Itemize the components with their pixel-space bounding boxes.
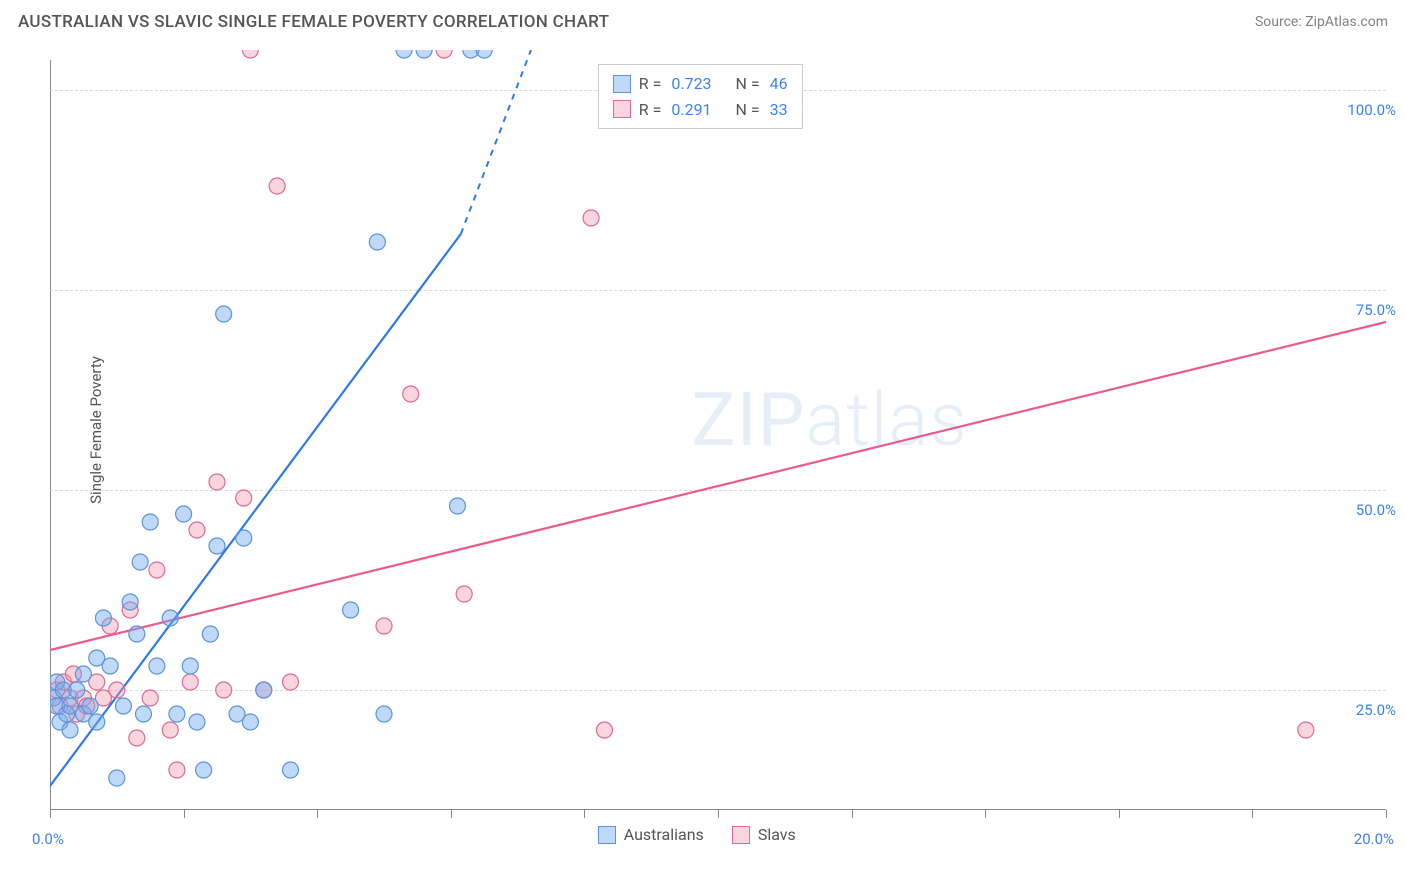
legend-item-slavs: Slavs — [732, 825, 796, 844]
x-tick-mark — [1386, 810, 1387, 818]
x-tick-mark — [584, 810, 585, 818]
x-tick-mark — [1252, 810, 1253, 818]
swatch-slavs-icon — [613, 100, 631, 118]
x-tick-mark — [50, 810, 51, 818]
x-tick-mark — [852, 810, 853, 818]
series-legend: Australians Slavs — [598, 825, 796, 844]
scatter-plot — [50, 50, 1386, 810]
source-name: ZipAtlas.com — [1305, 14, 1388, 30]
x-tick-mark — [451, 810, 452, 818]
r-value-australians: 0.723 — [671, 71, 711, 97]
x-tick-mark — [184, 810, 185, 818]
x-tick-mark — [985, 810, 986, 818]
swatch-slavs-icon — [732, 826, 750, 844]
source-prefix: Source: — [1255, 14, 1305, 30]
n-label: N = — [735, 71, 759, 97]
n-label: N = — [735, 97, 759, 123]
r-label: R = — [639, 97, 662, 123]
x-tick-mark — [718, 810, 719, 818]
n-value-australians: 46 — [770, 71, 788, 97]
swatch-australians-icon — [598, 826, 616, 844]
legend-label-australians: Australians — [624, 825, 704, 844]
x-tick-mark — [1119, 810, 1120, 818]
legend-label-slavs: Slavs — [758, 825, 796, 844]
x-tick-min: 0.0% — [32, 830, 64, 848]
correlation-legend: R = 0.723 N = 46 R = 0.291 N = 33 — [598, 64, 803, 129]
r-label: R = — [639, 71, 662, 97]
swatch-australians-icon — [613, 75, 631, 93]
legend-row-australians: R = 0.723 N = 46 — [613, 71, 788, 97]
x-tick-mark — [317, 810, 318, 818]
x-tick-max: 20.0% — [1354, 830, 1394, 848]
r-value-slavs: 0.291 — [671, 97, 711, 123]
n-value-slavs: 33 — [770, 97, 788, 123]
legend-row-slavs: R = 0.291 N = 33 — [613, 97, 788, 123]
chart-title: AUSTRALIAN VS SLAVIC SINGLE FEMALE POVER… — [18, 12, 609, 32]
legend-item-australians: Australians — [598, 825, 704, 844]
chart-area: Single Female Poverty 25.0%50.0%75.0%100… — [50, 50, 1386, 810]
source-label: Source: ZipAtlas.com — [1255, 14, 1388, 30]
